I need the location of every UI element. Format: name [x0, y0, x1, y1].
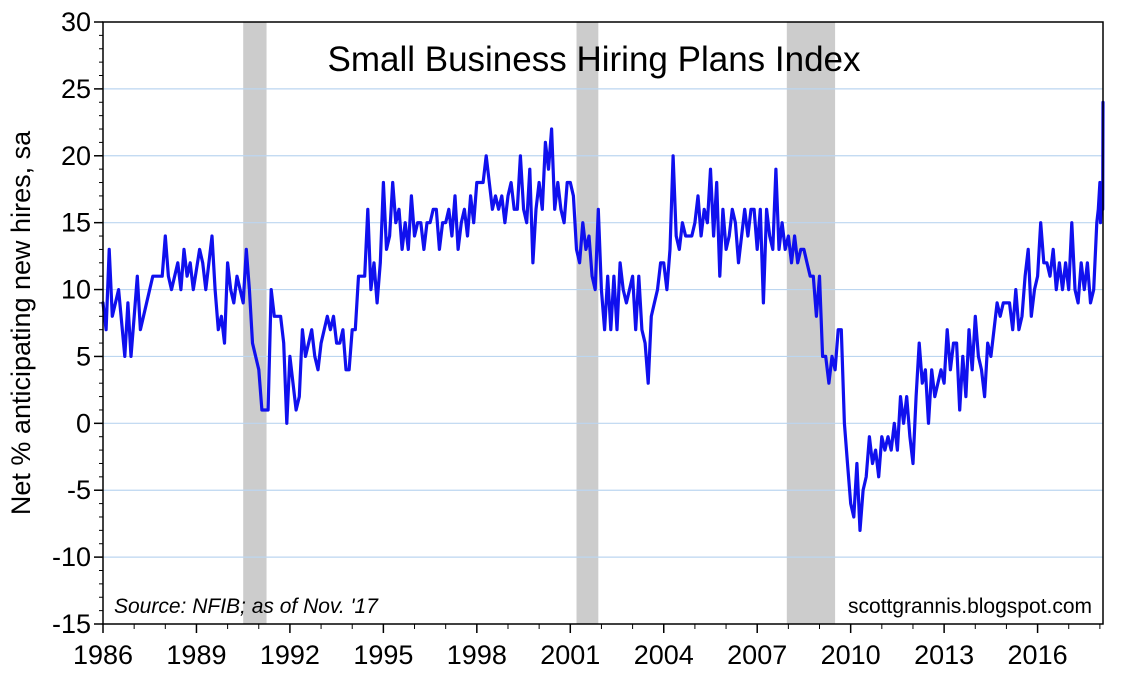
watermark: scottgrannis.blogspot.com: [848, 595, 1092, 618]
y-tick-label: 30: [61, 7, 91, 37]
source-note: Source: NFIB; as of Nov. '17: [114, 595, 379, 618]
y-tick-label: 5: [76, 341, 91, 371]
y-tick-label: 0: [76, 408, 91, 438]
y-tick-label: 15: [61, 208, 91, 238]
recession-band-2: [576, 22, 599, 624]
y-tick-label: -10: [52, 542, 91, 572]
x-tick-label: 2001: [540, 640, 600, 670]
series-line: [101, 100, 1105, 533]
x-tick-label: 1995: [353, 640, 413, 670]
x-tick-label: 1998: [447, 640, 507, 670]
y-tick-label: -5: [67, 475, 91, 505]
plot-frame: [102, 21, 1104, 625]
y-tick-label: 10: [61, 275, 91, 305]
y-tick-label: -15: [52, 609, 91, 639]
chart-title: Small Business Hiring Plans Index: [327, 40, 861, 79]
recession-bands: [243, 22, 836, 624]
x-tick-label: 2007: [727, 640, 787, 670]
series-line-1: [101, 100, 1105, 533]
y-axis-label: Net % anticipating new hires, sa: [6, 130, 36, 515]
x-tick-label: 1989: [166, 640, 226, 670]
recession-band-3: [786, 22, 836, 624]
recession-band-1: [243, 22, 267, 624]
x-tick-label: 2013: [914, 640, 974, 670]
x-tick-label: 2016: [1008, 640, 1068, 670]
x-tick-label: 1992: [260, 640, 320, 670]
x-tick-label: 2004: [634, 640, 694, 670]
y-tick-label: 20: [61, 141, 91, 171]
y-tick-label: 25: [61, 74, 91, 104]
x-tick-label: 2010: [821, 640, 881, 670]
x-tick-label: 1986: [73, 640, 133, 670]
